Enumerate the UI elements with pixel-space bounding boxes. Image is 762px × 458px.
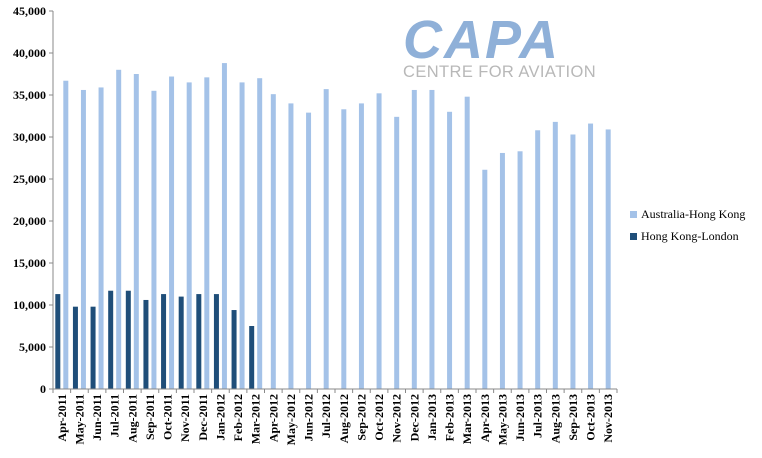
bar-australia-hong-kong: [517, 151, 523, 389]
bar-australia-hong-kong: [464, 96, 470, 390]
x-tick-label: Jun-2012: [302, 394, 316, 441]
x-tick-label: Apr-2013: [478, 394, 492, 442]
bar-australia-hong-kong: [169, 76, 175, 390]
x-tick-label: Sep-2013: [566, 394, 580, 441]
x-tick-label: Apr-2012: [266, 394, 280, 442]
x-tick-label: Aug-2011: [125, 394, 139, 443]
legend-label: Australia-Hong Kong: [641, 207, 745, 221]
bar-australia-hong-kong: [133, 74, 139, 389]
x-tick-label: Jul-2011: [108, 394, 122, 437]
x-tick-label: Sep-2011: [143, 394, 157, 440]
bar-australia-hong-kong: [270, 94, 276, 389]
y-tick-label: 45,000: [13, 4, 46, 18]
bar-australia-hong-kong: [552, 121, 558, 389]
x-tick-label: Nov-2013: [601, 394, 615, 443]
y-tick-label: 10,000: [13, 298, 46, 312]
x-tick-label: Oct-2011: [161, 394, 175, 440]
bar-hong-kong-london: [143, 299, 149, 389]
bar-australia-hong-kong: [605, 129, 611, 389]
y-tick-label: 30,000: [13, 130, 46, 144]
x-tick-label: Feb-2012: [231, 394, 245, 441]
bar-australia-hong-kong: [447, 111, 453, 390]
x-tick-label: Sep-2012: [354, 394, 368, 441]
y-tick-label: 0: [40, 382, 46, 396]
x-tick-label: Jul-2012: [319, 394, 333, 438]
x-tick-label: Apr-2011: [55, 394, 69, 442]
legend-label: Hong Kong-London: [641, 229, 739, 243]
bar-australia-hong-kong: [186, 82, 192, 390]
x-tick-label: May-2011: [72, 394, 86, 445]
y-tick-label: 35,000: [13, 88, 46, 102]
x-tick-label: Dec-2011: [196, 394, 210, 441]
bar-australia-hong-kong: [288, 103, 294, 390]
bar-australia-hong-kong: [570, 134, 576, 389]
bar-australia-hong-kong: [499, 152, 505, 389]
bar-australia-hong-kong: [358, 103, 364, 390]
bar-hong-kong-london: [72, 306, 78, 389]
legend-swatch: [630, 211, 637, 218]
bar-hong-kong-london: [196, 294, 202, 389]
bar-australia-hong-kong: [151, 90, 157, 390]
x-tick-label: Mar-2012: [249, 394, 263, 444]
bar-australia-hong-kong: [323, 89, 329, 390]
bar-australia-hong-kong: [482, 169, 488, 389]
y-tick-label: 40,000: [13, 46, 46, 60]
bar-australia-hong-kong: [116, 69, 122, 390]
x-tick-label: Jun-2011: [90, 394, 104, 441]
x-tick-label: Nov-2011: [178, 394, 192, 442]
y-axis-ticks: 0 5,000 10,000 15,000 20,000 25,000 30,000 35,0…: [13, 4, 53, 396]
bar-australia-hong-kong: [63, 80, 69, 389]
bar-australia-hong-kong: [221, 63, 227, 390]
bar-hong-kong-london: [231, 310, 237, 389]
x-tick-label: Jul-2013: [531, 394, 545, 438]
logo-sub-text: CENTRE FOR AVIATION: [403, 63, 596, 81]
x-tick-label: Mar-2013: [460, 394, 474, 444]
bar-australia-hong-kong: [257, 78, 263, 389]
bars: [55, 63, 611, 390]
x-tick-label: Jun-2013: [513, 394, 527, 441]
x-tick-label: Feb-2013: [443, 394, 457, 441]
x-tick-label: Jan-2013: [425, 394, 439, 441]
x-axis-ticks: Apr-2011 May-2011 Jun-2011 Jul-2011 Aug-2011…: [52, 389, 618, 445]
bar-australia-hong-kong: [306, 112, 312, 389]
x-tick-label: Oct-2012: [372, 394, 386, 441]
x-tick-label: Nov-2012: [390, 394, 404, 443]
x-tick-label: May-2013: [495, 394, 509, 445]
x-tick-label: Aug-2013: [548, 394, 562, 443]
bar-australia-hong-kong: [588, 123, 594, 389]
logo-main-text: CAPA: [403, 10, 560, 70]
bar-australia-hong-kong: [394, 116, 400, 389]
legend-swatch: [630, 233, 637, 240]
bar-australia-hong-kong: [376, 93, 382, 389]
bar-australia-hong-kong: [341, 109, 347, 389]
bar-hong-kong-london: [178, 296, 184, 389]
bar-hong-kong-london: [55, 294, 61, 389]
bar-hong-kong-london: [125, 290, 131, 389]
x-tick-label: May-2012: [284, 394, 298, 445]
x-tick-label: Dec-2012: [407, 394, 421, 441]
legend: Australia-Hong Kong Hong Kong-London: [630, 207, 745, 243]
bar-australia-hong-kong: [535, 130, 541, 389]
capa-logo: CAPA CENTRE FOR AVIATION: [403, 10, 596, 81]
bar-australia-hong-kong: [429, 89, 435, 390]
y-tick-label: 20,000: [13, 214, 46, 228]
y-tick-label: 5,000: [19, 340, 46, 354]
bar-australia-hong-kong: [98, 87, 104, 389]
bar-hong-kong-london: [213, 294, 219, 389]
bar-australia-hong-kong: [239, 82, 245, 390]
y-tick-label: 15,000: [13, 256, 46, 270]
y-tick-label: 25,000: [13, 172, 46, 186]
x-tick-label: Aug-2012: [337, 394, 351, 443]
bar-hong-kong-london: [90, 306, 96, 389]
bar-australia-hong-kong: [411, 89, 417, 390]
x-tick-label: Oct-2013: [584, 394, 598, 441]
bar-australia-hong-kong: [204, 77, 210, 390]
x-tick-label: Jan-2012: [213, 394, 227, 441]
bar-australia-hong-kong: [80, 89, 86, 390]
bar-hong-kong-london: [161, 294, 167, 389]
bar-hong-kong-london: [108, 290, 114, 389]
bar-hong-kong-london: [249, 326, 255, 389]
